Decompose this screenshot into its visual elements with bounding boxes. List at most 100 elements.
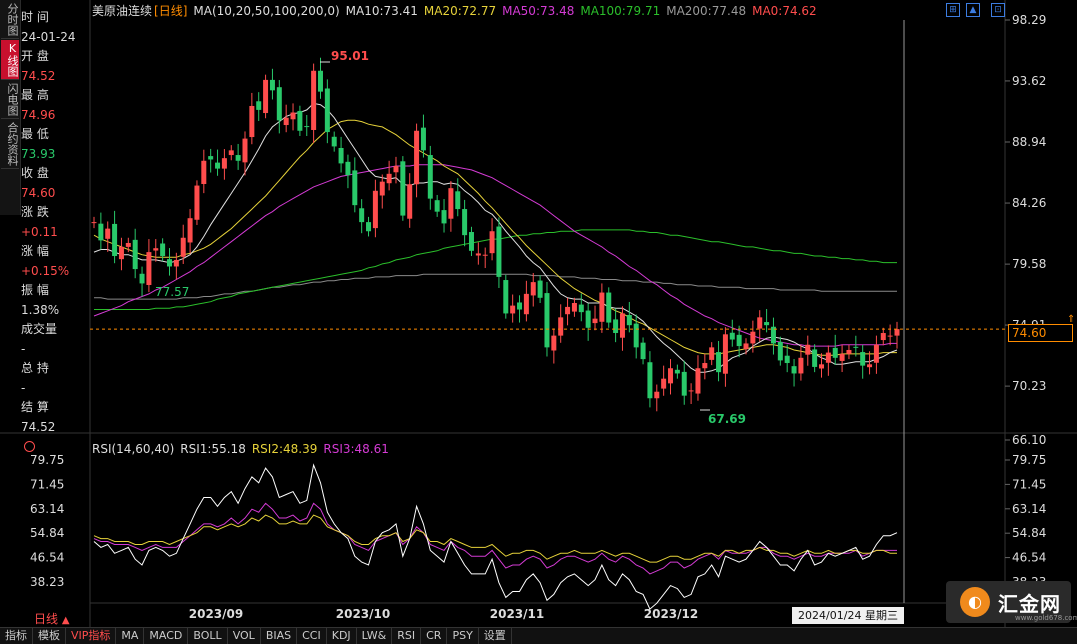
caret-up-icon: ▲: [61, 615, 70, 626]
toolbar-item[interactable]: MACD: [144, 628, 189, 644]
candle-body: [324, 88, 330, 133]
candle-body: [640, 342, 646, 360]
toolbar-item[interactable]: 指标: [0, 628, 33, 644]
toolbar-item[interactable]: BIAS: [261, 628, 298, 644]
candle-body: [194, 185, 200, 220]
info-value: 1.38%: [21, 302, 60, 317]
candle-body: [118, 246, 124, 260]
toolbar-item[interactable]: KDJ: [327, 628, 357, 644]
toolbar-item[interactable]: PSY: [447, 628, 479, 644]
rsi2-line: [93, 514, 897, 563]
candle-body: [434, 200, 440, 212]
rsi1-line: [93, 463, 898, 610]
tab-1[interactable]: K线图: [1, 40, 19, 80]
candle-body: [249, 105, 255, 138]
candle-body: [798, 357, 804, 374]
ma10-line: [93, 102, 898, 373]
toolbar-item[interactable]: LW&: [357, 628, 393, 644]
candle-body: [462, 209, 468, 236]
collapse-icon[interactable]: ▲: [966, 3, 980, 17]
cursor-date-label: 2024/01/24 星期三: [792, 607, 904, 624]
rsi-tick-label-left: 79.75: [30, 453, 64, 467]
rsi3-line: [93, 502, 897, 575]
candle-body: [619, 313, 625, 338]
candle-body: [770, 326, 776, 344]
candle-body: [722, 334, 728, 374]
maximize-icon[interactable]: ⊞: [946, 3, 960, 17]
candle-body: [873, 344, 879, 363]
date-tick-label: 2023/11: [490, 607, 544, 621]
ma-legend-item: MA20:72.77: [423, 4, 497, 18]
candle-body: [160, 243, 166, 257]
toolbar-item[interactable]: 模板: [33, 628, 66, 644]
candle-body: [482, 254, 488, 256]
toolbar-item[interactable]: CCI: [297, 628, 327, 644]
rsi-tick-label-left: 63.14: [30, 502, 64, 516]
tab-0[interactable]: 分时图: [1, 1, 19, 39]
toolbar-item[interactable]: CR: [421, 628, 448, 644]
low-annotation: 67.69: [708, 412, 746, 426]
toolbar-item[interactable]: 设置: [479, 628, 512, 644]
toolbar-item[interactable]: VOL: [228, 628, 261, 644]
view-tabs: 分时图 K线图 闪电图 合约资料: [0, 0, 21, 215]
candle-body: [530, 282, 536, 296]
candle-body: [784, 355, 790, 364]
rsi-tick-label-left: 71.45: [30, 477, 64, 491]
tab-2[interactable]: 闪电图: [1, 81, 19, 119]
candle-body: [283, 117, 289, 126]
ma-legend-item: MA10:73.41: [345, 4, 418, 18]
candle-body: [716, 352, 722, 373]
candle-body: [606, 292, 612, 323]
ma-legend-item: MA200:77.48: [666, 4, 747, 18]
logo-icon: ◐: [960, 587, 990, 617]
toolbar-item[interactable]: VIP指标: [66, 628, 117, 644]
rsi-legend-item: RSI3:48.61: [323, 442, 389, 456]
indicator-close-icon[interactable]: [24, 441, 35, 452]
rsi-tick-label: 46.54: [1012, 551, 1046, 565]
brand-logo: ◐ 汇金网: [946, 581, 1071, 623]
candle-body: [331, 136, 337, 147]
candle-body: [613, 319, 619, 334]
candle-body: [496, 226, 502, 277]
candle-body: [825, 352, 831, 363]
candle-body: [688, 390, 694, 392]
restore-icon[interactable]: ⊡: [991, 3, 1005, 17]
candle-body: [791, 366, 797, 374]
chart-header: 美原油连续 [日线] MA(10,20,50,100,200,0) MA10:73.4…: [92, 2, 829, 18]
candle-body: [441, 210, 447, 224]
price-tick-label: 98.29: [1012, 13, 1046, 27]
candle-body: [407, 184, 413, 219]
candle-body: [414, 130, 420, 185]
price-tick-label: 84.26: [1012, 196, 1046, 210]
candle-body: [846, 349, 852, 354]
rsi-tick-label-left: 54.84: [30, 526, 64, 540]
candle-body: [400, 161, 406, 216]
candle-body: [372, 190, 378, 229]
candle-body: [132, 239, 138, 270]
candle-body: [112, 223, 118, 257]
price-tick-label: 70.23: [1012, 379, 1046, 393]
candle-body: [661, 378, 667, 389]
tab-3[interactable]: 合约资料: [1, 120, 19, 169]
candle-body: [695, 368, 701, 394]
candle-body: [633, 323, 639, 348]
toolbar-item[interactable]: MA: [116, 628, 145, 644]
candle-body: [297, 110, 303, 131]
candle-body: [702, 363, 708, 369]
rsi-header: RSI(14,60,40) RSI1:55.18 RSI2:48.39 RSI3:48…: [92, 442, 395, 456]
candle-body: [427, 155, 433, 199]
candle-body: [674, 369, 680, 374]
rsi-tick-label: 54.84: [1012, 526, 1046, 540]
info-value: 73.93: [21, 146, 56, 161]
period-selector[interactable]: 日线 ▲: [34, 610, 70, 627]
candle-body: [366, 222, 372, 232]
candle-body: [832, 347, 838, 358]
toolbar-item[interactable]: BOLL: [188, 628, 228, 644]
candle-body: [311, 70, 317, 130]
info-label: 时 间: [21, 10, 49, 24]
price-tick-label: 79.58: [1012, 257, 1046, 271]
candle-body: [393, 166, 399, 173]
candle-body: [359, 208, 365, 223]
toolbar-item[interactable]: RSI: [392, 628, 422, 644]
